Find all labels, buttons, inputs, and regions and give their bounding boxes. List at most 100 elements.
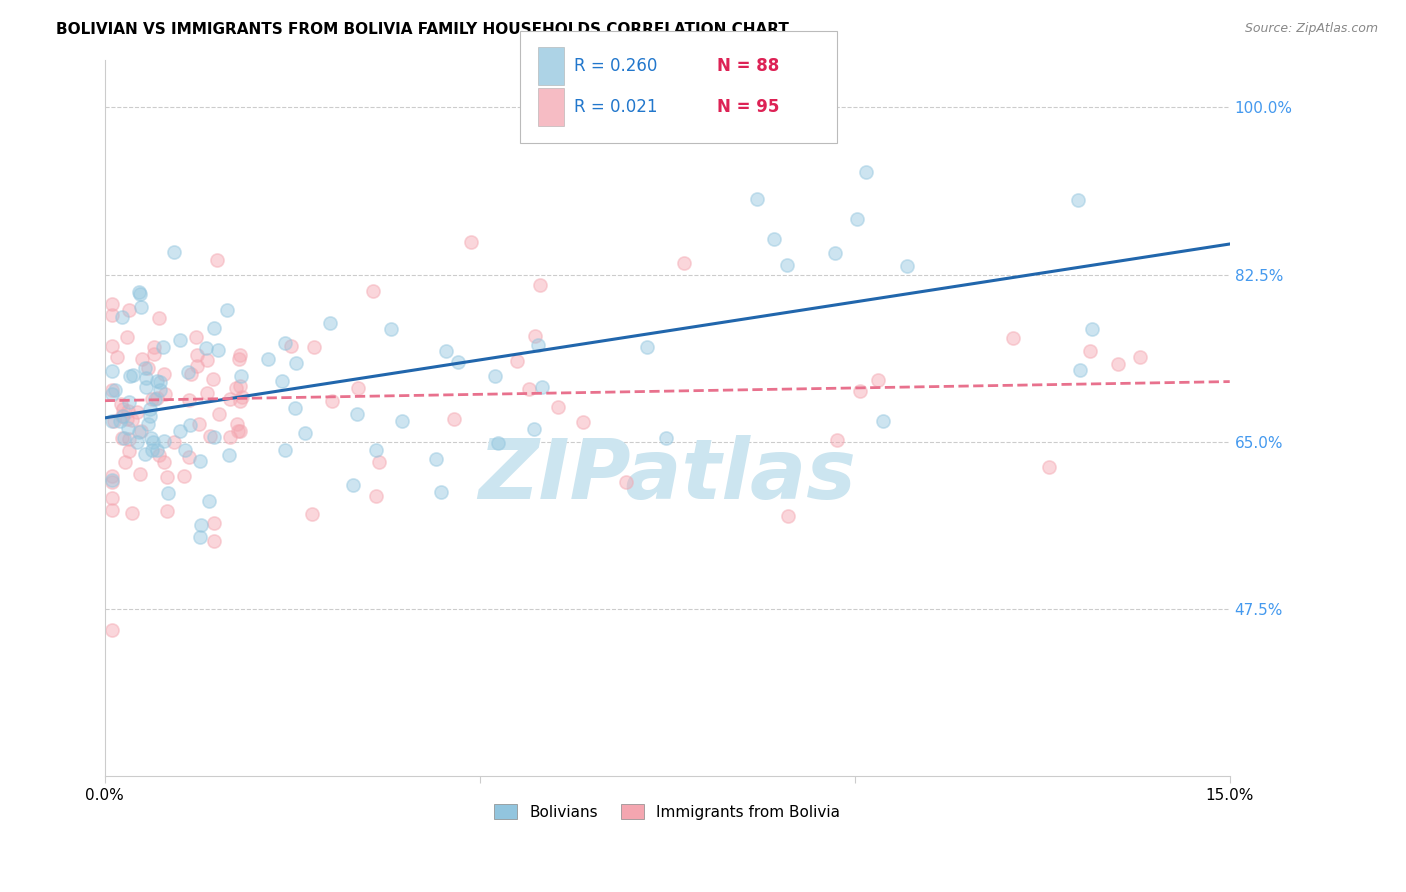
Point [460, 235, 482, 249]
Point [1107, 357, 1129, 371]
Point [153, 434, 176, 449]
Point [190, 518, 212, 533]
Point [1067, 193, 1090, 207]
Point [129, 300, 152, 314]
Point [747, 192, 769, 206]
Point [101, 413, 124, 427]
Point [101, 308, 124, 322]
Point [186, 348, 208, 362]
Point [367, 454, 389, 468]
Point [207, 343, 229, 357]
Point [110, 397, 132, 411]
Point [228, 424, 250, 438]
Point [103, 414, 125, 428]
Point [117, 303, 139, 318]
Point [197, 494, 219, 508]
Point [131, 425, 153, 439]
Point [135, 371, 157, 385]
Point [104, 384, 127, 398]
Point [118, 394, 141, 409]
Point [188, 531, 211, 545]
Point [141, 442, 163, 457]
Point [128, 425, 150, 440]
Point [156, 470, 179, 484]
Point [110, 409, 132, 423]
Point [101, 339, 124, 353]
Point [173, 468, 195, 483]
Point [188, 417, 211, 432]
Point [868, 373, 890, 387]
Point [139, 431, 162, 445]
Point [447, 355, 470, 369]
Point [136, 417, 159, 432]
Point [825, 433, 848, 447]
Point [896, 259, 918, 273]
Point [112, 431, 135, 445]
Point [225, 417, 247, 431]
Point [301, 507, 323, 521]
Point [547, 401, 569, 415]
Point [318, 316, 340, 330]
Point [143, 340, 166, 354]
Point [231, 390, 253, 404]
Point [855, 165, 877, 179]
Point [186, 359, 208, 374]
Point [342, 478, 364, 492]
Point [636, 340, 658, 354]
Point [101, 502, 124, 516]
Point [156, 504, 179, 518]
Point [180, 367, 202, 381]
Point [111, 310, 134, 324]
Point [101, 475, 124, 489]
Point [530, 380, 553, 394]
Point [129, 467, 152, 482]
Point [1081, 322, 1104, 336]
Point [118, 443, 141, 458]
Point [121, 413, 143, 427]
Point [321, 393, 343, 408]
Point [204, 321, 226, 335]
Point [294, 426, 316, 441]
Point [128, 287, 150, 301]
Point [229, 348, 252, 362]
Point [111, 409, 134, 423]
Point [101, 383, 124, 397]
Point [101, 296, 124, 310]
Point [148, 310, 170, 325]
Point [302, 340, 325, 354]
Point [120, 369, 142, 384]
Point [111, 431, 134, 445]
Point [202, 516, 225, 530]
Text: BOLIVIAN VS IMMIGRANTS FROM BOLIVIA FAMILY HOUSEHOLDS CORRELATION CHART: BOLIVIAN VS IMMIGRANTS FROM BOLIVIA FAMI… [56, 22, 789, 37]
Point [149, 383, 172, 397]
Point [122, 368, 145, 382]
Text: R = 0.021: R = 0.021 [574, 98, 657, 116]
Point [824, 245, 846, 260]
Point [346, 408, 368, 422]
Point [177, 392, 200, 407]
Text: Source: ZipAtlas.com: Source: ZipAtlas.com [1244, 22, 1378, 36]
Point [380, 321, 402, 335]
Point [117, 432, 139, 446]
Point [141, 392, 163, 406]
Point [101, 473, 124, 487]
Point [176, 365, 198, 379]
Legend: Bolivians, Immigrants from Bolivia: Bolivians, Immigrants from Bolivia [488, 797, 846, 826]
Point [134, 360, 156, 375]
Point [121, 506, 143, 520]
Point [148, 448, 170, 462]
Point [848, 384, 870, 399]
Point [157, 486, 180, 500]
Point [775, 258, 797, 272]
Point [105, 350, 128, 364]
Point [517, 382, 540, 396]
Text: ZIPatlas: ZIPatlas [478, 434, 856, 516]
Text: R = 0.260: R = 0.260 [574, 57, 657, 75]
Point [1038, 459, 1060, 474]
Point [225, 381, 247, 395]
Point [155, 387, 177, 401]
Point [527, 338, 550, 352]
Point [169, 333, 191, 347]
Point [274, 336, 297, 351]
Point [229, 394, 252, 409]
